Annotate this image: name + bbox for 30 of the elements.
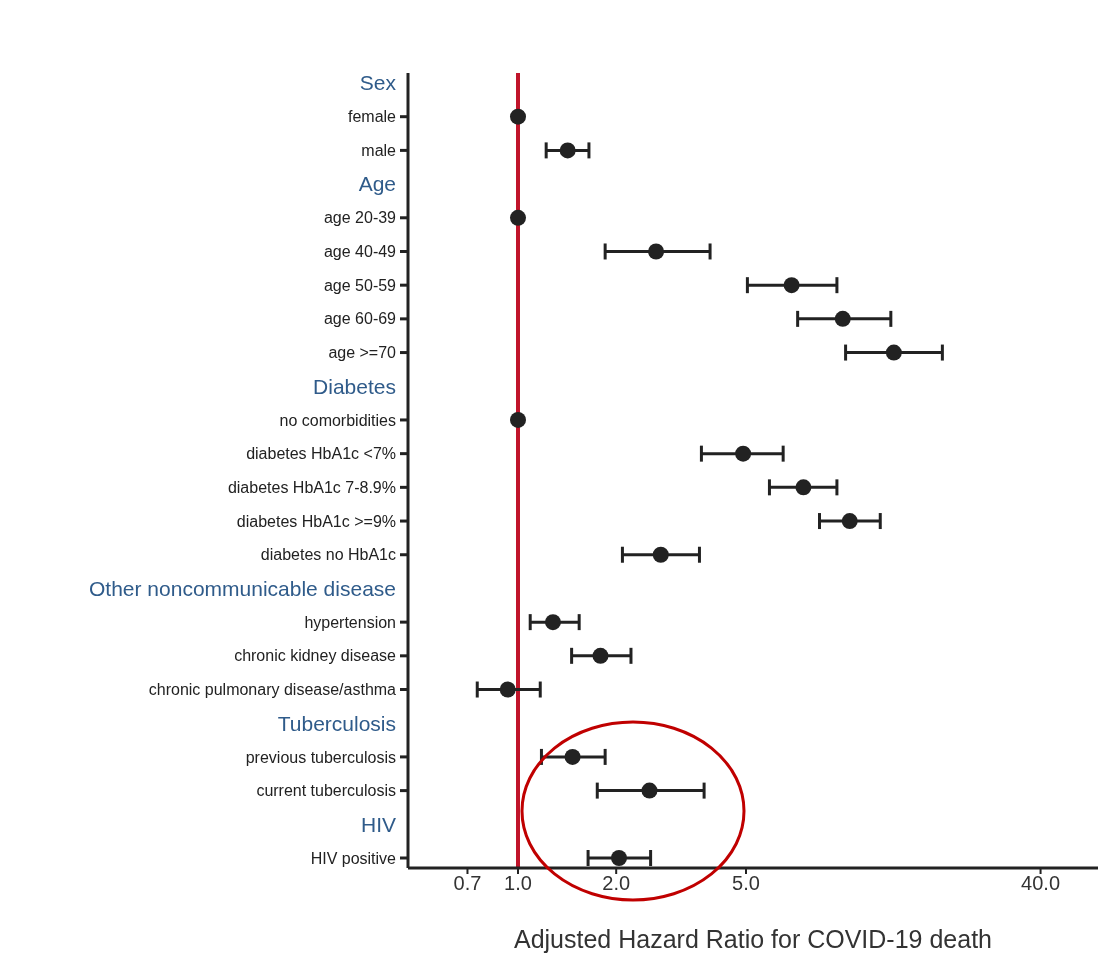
x-tick-label: 5.0 [732,872,760,895]
y-tick-label: diabetes no HbA1c [260,546,396,564]
x-tick-label: 1.0 [504,872,532,895]
y-tick-label: Sex [359,71,397,95]
y-tick-label: diabetes HbA1c >=9% [236,512,396,530]
y-tick-label: hypertension [304,613,396,631]
y-tick-label: Other noncommunicable disease [88,576,396,600]
y-tick-label: age >=70 [328,344,397,362]
y-tick-label: age 60-69 [323,310,397,328]
y-tick-label: current tuberculosis [256,782,396,800]
y-tick-label: Age [358,172,396,196]
x-tick-label: 0.7 [453,872,482,895]
y-tick-label: age 20-39 [323,209,397,227]
y-tick-label: diabetes HbA1c 7-8.9% [227,478,396,496]
y-tick-label: age 40-49 [323,243,397,261]
y-tick-label: HIV [360,812,396,836]
y-tick-label: no comorbidities [279,411,396,429]
y-tick-label: Tuberculosis [277,711,396,735]
y-tick-label: HIV positive [310,849,397,867]
y-tick-label: chronic pulmonary disease/asthma [148,681,397,699]
y-tick-label: diabetes HbA1c <7% [246,445,396,463]
y-tick-label: Diabetes [313,374,396,398]
y-tick-label: male [361,141,397,159]
x-tick-label: 40.0 [1021,872,1061,895]
x-tick-label: 2.0 [602,872,631,895]
y-tick-label: female [347,108,397,126]
y-tick-label: previous tuberculosis [245,748,396,766]
y-tick-label: chronic kidney disease [234,647,397,665]
y-tick-label: age 50-59 [323,276,397,294]
x-axis-title: Adjusted Hazard Ratio for COVID-19 death [513,925,993,953]
